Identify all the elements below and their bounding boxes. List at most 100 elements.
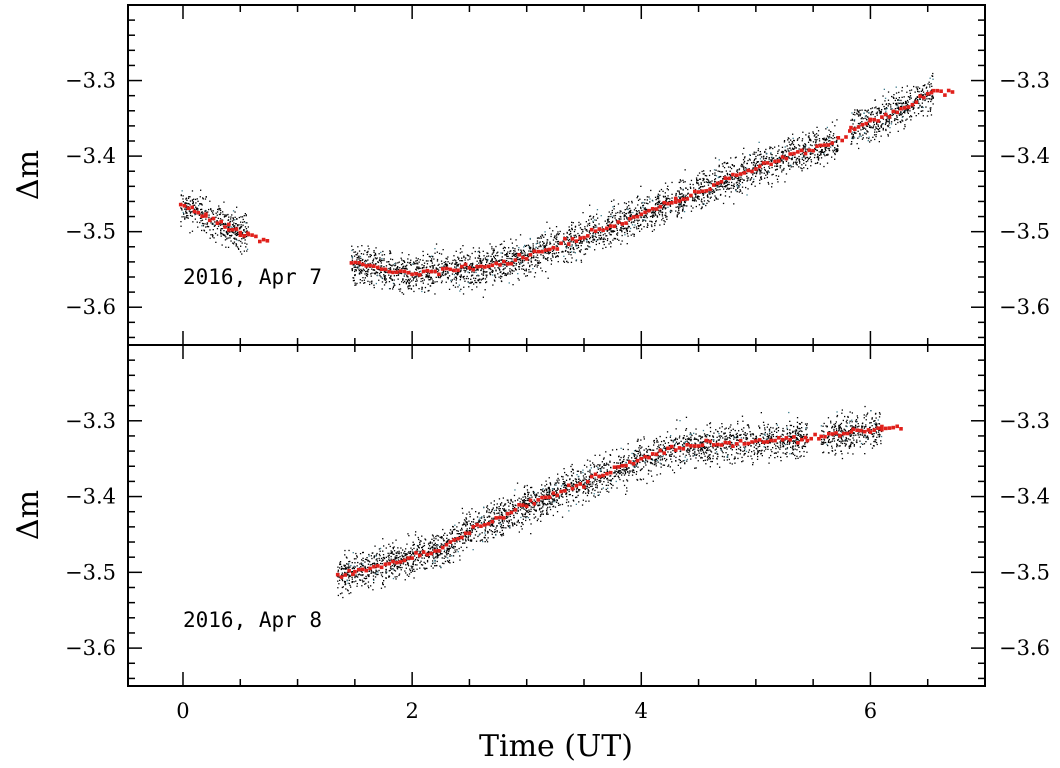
- data-point: [608, 211, 610, 213]
- data-point: [852, 123, 854, 125]
- data-point: [826, 142, 828, 144]
- data-point: [592, 217, 594, 219]
- data-point: [192, 202, 194, 205]
- data-point: [512, 265, 514, 267]
- data-point: [411, 280, 413, 282]
- trend-point: [452, 268, 456, 273]
- data-point: [229, 221, 231, 223]
- data-point: [665, 204, 667, 206]
- data-point: [902, 102, 904, 104]
- data-point: [728, 187, 730, 190]
- data-point: [511, 242, 513, 244]
- data-point: [619, 212, 621, 214]
- data-point: [804, 155, 806, 157]
- data-point: [495, 270, 497, 272]
- data-point: [742, 164, 744, 166]
- data-point: [667, 442, 670, 444]
- data-point: [771, 154, 773, 156]
- data-point: [399, 272, 401, 274]
- data-point: [889, 131, 891, 134]
- data-point: [677, 206, 680, 208]
- data-point: [873, 134, 876, 136]
- data-point: [812, 152, 814, 155]
- data-point: [402, 279, 404, 281]
- data-point: [592, 488, 594, 490]
- data-point: [738, 191, 740, 193]
- data-point: [538, 246, 540, 248]
- data-point: [589, 236, 592, 239]
- data-point: [776, 427, 778, 430]
- data-point: [656, 203, 659, 206]
- data-point: [782, 160, 784, 163]
- data-point: [683, 204, 685, 206]
- data-point: [494, 280, 496, 282]
- data-point: [220, 230, 222, 232]
- data-point: [546, 241, 548, 243]
- trend-point: [410, 272, 414, 277]
- data-point: [757, 154, 759, 156]
- data-point: [901, 86, 903, 89]
- data-point: [824, 155, 826, 157]
- data-point: [864, 115, 867, 117]
- data-point: [362, 268, 364, 270]
- data-point: [417, 263, 419, 265]
- data-point: [365, 578, 367, 580]
- data-point: [752, 462, 754, 464]
- data-point: [680, 202, 682, 205]
- data-point: [510, 238, 512, 240]
- data-point: [677, 211, 679, 213]
- data-point: [520, 249, 522, 251]
- data-point: [609, 241, 611, 243]
- data-point: [485, 281, 488, 283]
- data-point: [385, 278, 387, 280]
- data-point: [441, 272, 443, 274]
- data-point: [549, 243, 551, 245]
- data-point: [464, 259, 466, 261]
- data-point: [549, 501, 551, 503]
- data-point: [239, 227, 241, 229]
- data-point: [680, 217, 683, 219]
- data-point: [413, 290, 415, 293]
- data-point: [744, 167, 747, 169]
- data-point: [398, 550, 400, 552]
- trend-point: [746, 168, 750, 173]
- data-point: [616, 448, 618, 451]
- data-point: [410, 259, 412, 261]
- data-point: [832, 151, 834, 153]
- data-point: [892, 113, 894, 116]
- data-point: [897, 106, 899, 108]
- data-point: [627, 227, 629, 229]
- data-point: [650, 189, 652, 192]
- data-point: [682, 445, 684, 447]
- data-point: [210, 222, 212, 224]
- data-point: [659, 194, 661, 196]
- data-point: [882, 123, 885, 125]
- data-point: [885, 122, 887, 124]
- data-point: [370, 273, 372, 275]
- data-point: [745, 437, 747, 439]
- data-point: [646, 226, 649, 228]
- data-point: [382, 538, 384, 540]
- data-point: [742, 460, 744, 462]
- data-point: [182, 211, 184, 214]
- data-point: [490, 260, 492, 262]
- data-point: [364, 250, 366, 252]
- data-point: [536, 519, 538, 522]
- data-point: [922, 99, 924, 101]
- data-point: [468, 255, 470, 257]
- data-point: [557, 243, 559, 245]
- data-point: [705, 181, 707, 183]
- data-point: [651, 230, 654, 232]
- data-point: [503, 268, 505, 270]
- data-point: [618, 239, 620, 241]
- data-point: [358, 257, 360, 259]
- data-point: [710, 182, 712, 185]
- data-point: [860, 113, 862, 115]
- data-point: [580, 241, 582, 243]
- data-point: [504, 264, 506, 266]
- data-point: [699, 192, 702, 194]
- data-point: [493, 279, 496, 281]
- data-point: [233, 243, 235, 245]
- data-point: [542, 247, 545, 249]
- data-point: [759, 450, 761, 452]
